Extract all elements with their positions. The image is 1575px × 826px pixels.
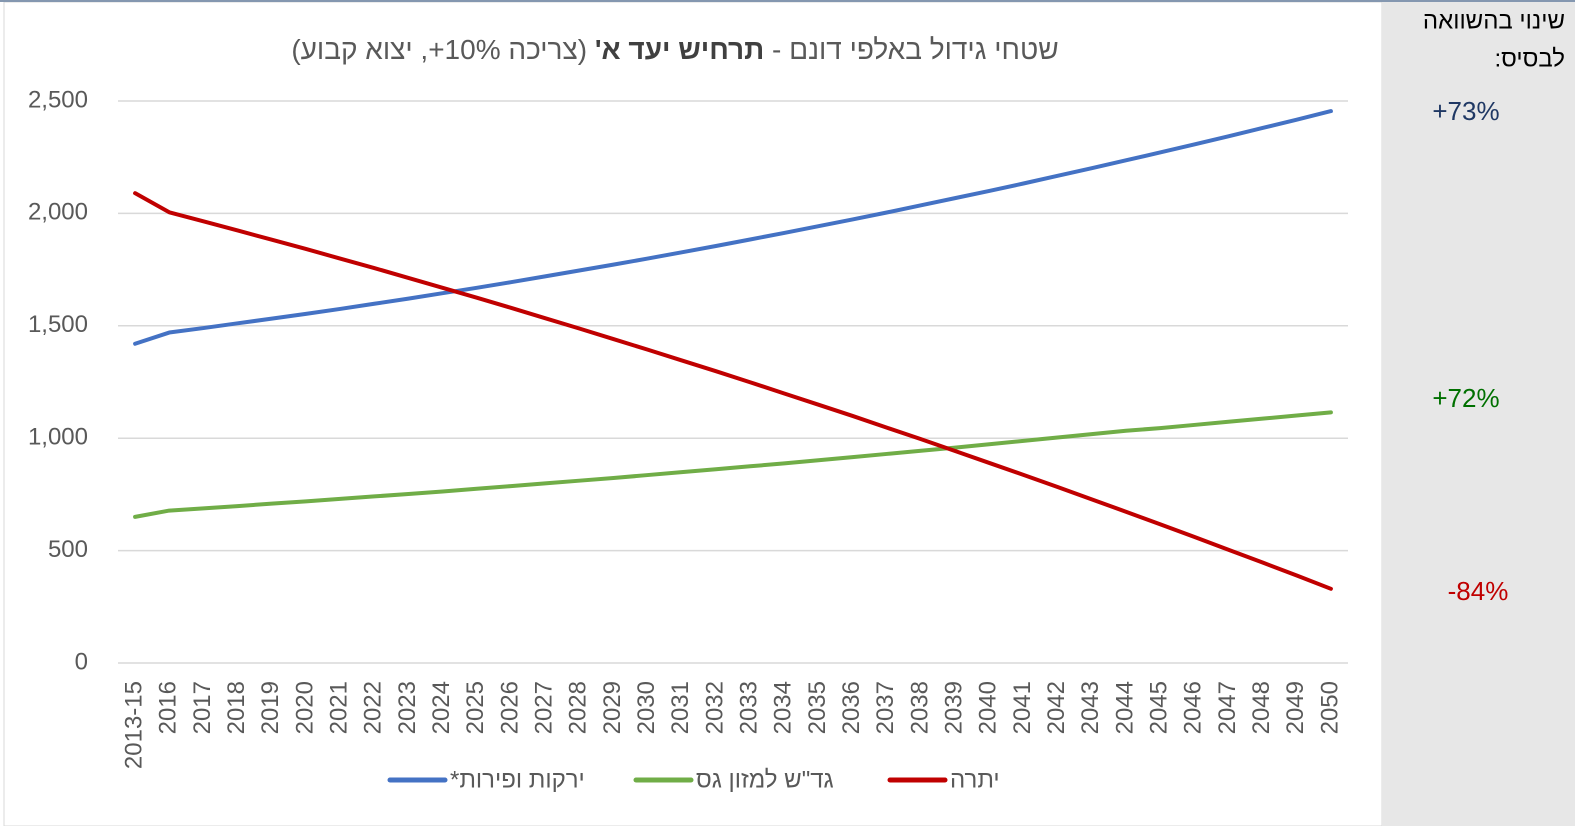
- y-tick-label: 2,000: [28, 199, 88, 226]
- x-tick-label: 2045: [1145, 681, 1172, 734]
- x-tick-label: 2034: [770, 681, 797, 734]
- x-tick-label: 2029: [599, 681, 626, 734]
- title-start: שטחי גידול באלפי דונם -: [772, 34, 1059, 65]
- x-tick-label: 2035: [804, 681, 831, 734]
- side-panel: [1382, 0, 1575, 826]
- x-tick-label: 2019: [257, 681, 284, 734]
- x-tick-label: 2048: [1248, 681, 1275, 734]
- x-tick-label: 2041: [1009, 681, 1036, 734]
- x-tick-label: 2039: [940, 681, 967, 734]
- x-tick-label: 2018: [223, 681, 250, 734]
- x-tick-label: 2032: [701, 681, 728, 734]
- annotation: +72%: [1432, 383, 1499, 413]
- x-tick-label: 2046: [1180, 681, 1207, 734]
- y-tick-label: 1,000: [28, 424, 88, 451]
- x-tick-label: 2017: [189, 681, 216, 734]
- side-heading: לבסיס:: [1495, 45, 1566, 72]
- x-tick-label: 2049: [1282, 681, 1309, 734]
- series-line: [133, 191, 1333, 591]
- x-tick-label: 2038: [906, 681, 933, 734]
- top-border: [0, 0, 1575, 2]
- y-tick-label: 1,500: [28, 311, 88, 338]
- legend-label: גד"ש למזון גס: [696, 766, 834, 793]
- legend-label: ירקות ופירות*: [450, 766, 585, 793]
- x-tick-label: 2016: [155, 681, 182, 734]
- y-tick-label: 0: [75, 648, 88, 675]
- x-tick-label: 2050: [1316, 681, 1343, 734]
- x-tick-label: 2023: [394, 681, 421, 734]
- x-tick-label: 2026: [496, 681, 523, 734]
- y-tick-label: 500: [48, 536, 88, 563]
- y-tick-label: 2,500: [28, 86, 88, 113]
- x-tick-label: 2025: [462, 681, 489, 734]
- x-tick-label: 2020: [291, 681, 318, 734]
- x-tick-label: 2037: [872, 681, 899, 734]
- x-tick-label: 2033: [735, 681, 762, 734]
- annotation: -84%: [1448, 576, 1509, 606]
- title-bold: תרחיש יעד א': [594, 34, 765, 65]
- x-tick-label: 2042: [1043, 681, 1070, 734]
- chart-title: שטחי גידול באלפי דונם - תרחיש יעד א' (צר…: [100, 34, 1250, 66]
- x-tick-label: 2047: [1214, 681, 1241, 734]
- side-heading: שינוי בהשוואה: [1423, 7, 1565, 34]
- series-line: [133, 410, 1333, 519]
- x-tick-label: 2043: [1077, 681, 1104, 734]
- annotation: +73%: [1432, 96, 1499, 126]
- x-tick-label: 2036: [838, 681, 865, 734]
- x-tick-label: 2028: [565, 681, 592, 734]
- x-tick-label: 2027: [530, 681, 557, 734]
- x-tick-label: 2044: [1111, 681, 1138, 734]
- x-tick-label: 2013-15: [120, 681, 147, 769]
- x-tick-label: 2031: [667, 681, 694, 734]
- title-end: (צריכה 10%+, יצוא קבוע): [291, 34, 588, 65]
- series-line: [133, 109, 1333, 346]
- x-tick-label: 2022: [360, 681, 387, 734]
- x-tick-label: 2021: [325, 681, 352, 734]
- x-tick-label: 2024: [428, 681, 455, 734]
- x-tick-label: 2040: [975, 681, 1002, 734]
- legend-label: יתרה: [950, 766, 1000, 793]
- x-tick-label: 2030: [633, 681, 660, 734]
